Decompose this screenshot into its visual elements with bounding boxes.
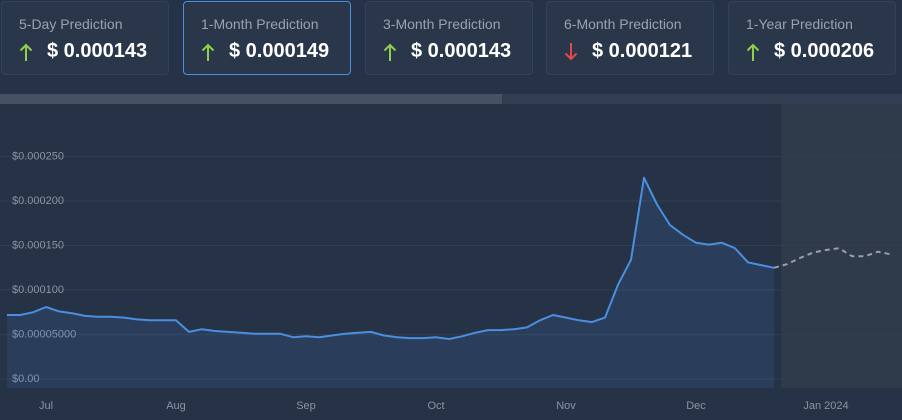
area <box>7 177 774 388</box>
card-label: 5-Day Prediction <box>19 16 123 32</box>
x-tick-label: Oct <box>427 400 444 412</box>
trend-arrow <box>201 43 215 61</box>
trend-arrow <box>19 43 33 61</box>
card-label: 3-Month Prediction <box>383 16 501 32</box>
x-tick-label: Sep <box>296 400 316 412</box>
card-value: $ 0.000149 <box>229 40 330 62</box>
scroll-thumb[interactable] <box>0 94 502 104</box>
prediction-card[interactable]: 5-Day Prediction $ 0.000143 <box>1 1 169 75</box>
x-tick-label: Nov <box>556 400 576 412</box>
card-value: $ 0.000143 <box>47 40 148 62</box>
card-label: 1-Year Prediction <box>746 16 853 32</box>
arrow-icon <box>564 43 578 61</box>
prediction-card[interactable]: 1-Year Prediction $ 0.000206 <box>728 1 896 75</box>
y-tick-label: $0.000100 <box>12 284 64 296</box>
y-tick-label: $0.000150 <box>12 239 64 251</box>
card-label: 6-Month Prediction <box>564 16 682 32</box>
x-tick-label: Jul <box>39 400 53 412</box>
trend-arrow <box>383 43 397 61</box>
trend-arrow <box>564 43 578 61</box>
y-tick-label: $0.000250 <box>12 150 64 162</box>
x-tick-label: Aug <box>166 400 186 412</box>
card-value: $ 0.000121 <box>592 40 693 62</box>
card-value: $ 0.000206 <box>774 40 875 62</box>
card-label: 1-Month Prediction <box>201 16 319 32</box>
arrow-icon <box>19 43 33 61</box>
trend-arrow <box>746 43 760 61</box>
x-tick-label: Dec <box>686 400 706 412</box>
prediction-card[interactable]: 1-Month Prediction $ 0.000149 <box>183 1 351 75</box>
series-line <box>7 176 775 340</box>
prediction-card[interactable]: 3-Month Prediction $ 0.000143 <box>365 1 533 75</box>
series-line <box>773 247 892 269</box>
y-tick-label: $0.00 <box>12 373 40 385</box>
x-tick-label: Jan 2024 <box>803 400 848 412</box>
arrow-icon <box>201 43 215 61</box>
arrow-icon <box>383 43 397 61</box>
card-value: $ 0.000143 <box>411 40 512 62</box>
y-tick-label: $0.00005000 <box>12 328 76 340</box>
arrow-icon <box>746 43 760 61</box>
prediction-card[interactable]: 6-Month Prediction $ 0.000121 <box>546 1 714 75</box>
y-tick-label: $0.000200 <box>12 195 64 207</box>
